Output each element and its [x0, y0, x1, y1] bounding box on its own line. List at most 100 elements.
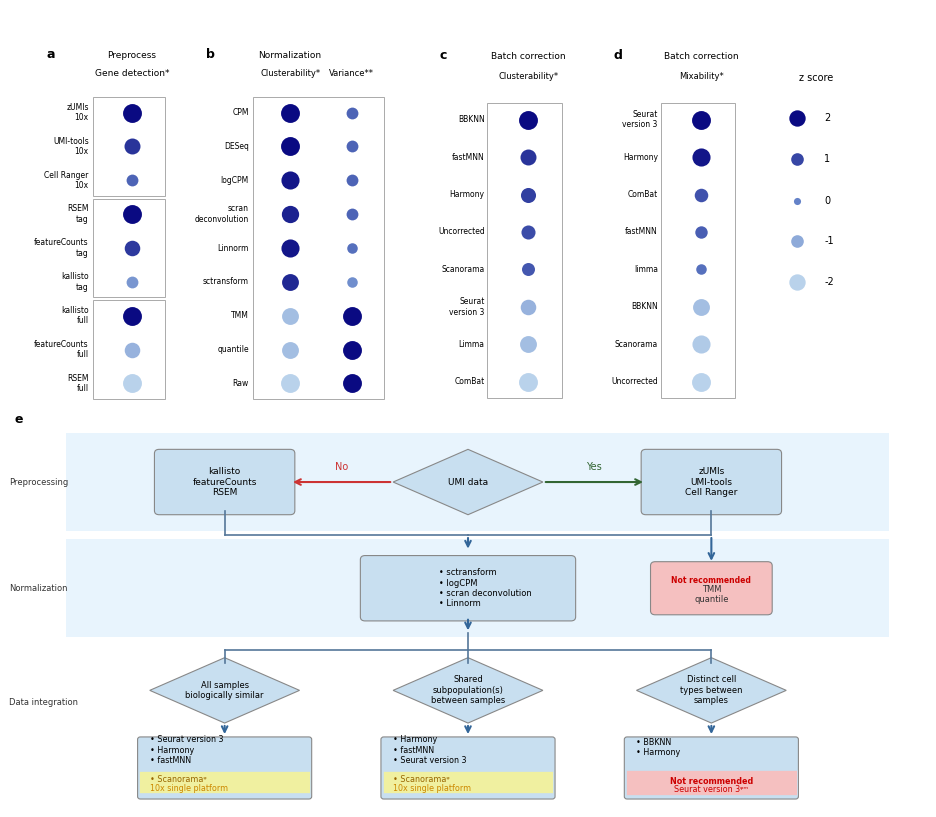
Text: TMM: TMM: [231, 311, 249, 320]
Point: [283, 106, 298, 119]
Text: Preprocess: Preprocess: [108, 51, 156, 60]
Text: Clusterability*: Clusterability*: [498, 72, 558, 81]
Text: limma: limma: [634, 265, 658, 274]
FancyBboxPatch shape: [138, 737, 312, 799]
Text: sctransform: sctransform: [203, 277, 249, 287]
Text: a: a: [47, 48, 55, 61]
Text: c: c: [440, 49, 447, 61]
FancyBboxPatch shape: [661, 103, 736, 399]
Point: [520, 150, 535, 163]
Text: kallisto
tag: kallisto tag: [61, 272, 89, 292]
Point: [344, 377, 359, 390]
Text: e: e: [14, 413, 22, 426]
Text: NATURE BIOTECHNOLOGY: NATURE BIOTECHNOLOGY: [11, 11, 212, 25]
Text: Seurat version 3ᵠᵐ: Seurat version 3ᵠᵐ: [674, 784, 749, 794]
Text: ComBat: ComBat: [628, 190, 658, 199]
Text: Seurat
version 3: Seurat version 3: [449, 297, 485, 316]
Text: Normalization: Normalization: [258, 51, 322, 60]
Point: [344, 140, 359, 153]
Point: [344, 174, 359, 187]
Text: Gene detection*: Gene detection*: [95, 69, 169, 78]
Text: Variance**: Variance**: [329, 69, 374, 78]
Point: [283, 309, 298, 322]
Text: RSEM
full: RSEM full: [67, 373, 89, 393]
Text: Cell Ranger
10x: Cell Ranger 10x: [44, 171, 89, 190]
Text: featureCounts
tag: featureCounts tag: [34, 239, 89, 257]
Point: [694, 188, 709, 201]
FancyBboxPatch shape: [93, 301, 165, 399]
Point: [520, 225, 535, 239]
FancyBboxPatch shape: [93, 199, 165, 297]
Text: • BBKNN
• Harmony: • BBKNN • Harmony: [636, 738, 680, 757]
Text: 2: 2: [824, 113, 830, 123]
Point: [283, 275, 298, 288]
Point: [344, 275, 359, 288]
Text: d: d: [613, 49, 622, 61]
Text: BBKNN: BBKNN: [631, 302, 658, 311]
Point: [344, 343, 359, 356]
Point: [790, 111, 805, 124]
Text: Scanorama: Scanorama: [442, 265, 485, 274]
Text: scran
deconvolution: scran deconvolution: [195, 204, 249, 224]
Text: Mixability*: Mixability*: [679, 72, 724, 81]
Point: [344, 106, 359, 119]
Text: • Scanoramaᵠ: • Scanoramaᵠ: [393, 775, 449, 784]
Text: 0: 0: [824, 196, 830, 207]
Text: UMI-tools
10x: UMI-tools 10x: [53, 136, 89, 156]
Text: 1: 1: [824, 154, 830, 164]
FancyBboxPatch shape: [66, 539, 889, 637]
Text: Data integration: Data integration: [9, 698, 79, 708]
Point: [283, 343, 298, 356]
Point: [520, 263, 535, 276]
Text: Shared
subpopulation(s)
between samples: Shared subpopulation(s) between samples: [431, 676, 505, 705]
Text: Raw: Raw: [233, 379, 249, 388]
Text: • Harmony
• fastMNN
• Seurat version 3: • Harmony • fastMNN • Seurat version 3: [393, 735, 467, 765]
Point: [124, 140, 139, 153]
FancyBboxPatch shape: [360, 556, 576, 621]
Point: [283, 242, 298, 255]
Text: zUMIs
UMI-tools
Cell Ranger: zUMIs UMI-tools Cell Ranger: [685, 467, 738, 497]
Text: Batch correction: Batch correction: [664, 51, 739, 60]
Text: Seurat
version 3: Seurat version 3: [622, 110, 658, 129]
Text: Batch correction: Batch correction: [490, 51, 565, 60]
Point: [520, 188, 535, 201]
Point: [694, 150, 709, 163]
Point: [124, 242, 139, 255]
Text: • Scanoramaᵠ: • Scanoramaᵠ: [150, 775, 206, 784]
Text: • Seurat version 3
• Harmony
• fastMNN: • Seurat version 3 • Harmony • fastMNN: [150, 735, 224, 765]
Text: 10x single platform: 10x single platform: [150, 784, 227, 793]
Polygon shape: [393, 658, 543, 723]
Point: [283, 208, 298, 221]
Point: [790, 234, 805, 247]
Point: [124, 377, 139, 390]
Text: ARTICLES: ARTICLES: [829, 8, 925, 27]
Point: [694, 114, 709, 127]
Point: [344, 208, 359, 221]
Text: UMI data: UMI data: [448, 477, 488, 487]
Text: fastMNN: fastMNN: [625, 227, 658, 236]
Text: Clusterability*: Clusterability*: [260, 69, 320, 78]
Text: ComBat: ComBat: [455, 377, 485, 386]
Point: [344, 309, 359, 322]
FancyBboxPatch shape: [381, 737, 555, 799]
Text: logCPM: logCPM: [221, 176, 249, 185]
FancyBboxPatch shape: [651, 562, 772, 615]
Text: All samples
biologically similar: All samples biologically similar: [185, 681, 264, 700]
Text: Preprocessing: Preprocessing: [9, 477, 68, 487]
Point: [283, 377, 298, 390]
Point: [344, 242, 359, 255]
Text: Uncorrected: Uncorrected: [438, 227, 485, 236]
Point: [124, 343, 139, 356]
Point: [520, 301, 535, 314]
FancyBboxPatch shape: [624, 737, 798, 799]
Text: Limma: Limma: [459, 340, 485, 349]
Polygon shape: [636, 658, 786, 723]
Text: z score: z score: [799, 74, 833, 83]
Point: [520, 114, 535, 127]
Text: CPM: CPM: [232, 108, 249, 117]
Point: [790, 153, 805, 166]
Text: Harmony: Harmony: [449, 190, 485, 199]
Point: [124, 208, 139, 221]
Text: RSEM
tag: RSEM tag: [67, 204, 89, 224]
FancyBboxPatch shape: [93, 97, 165, 195]
